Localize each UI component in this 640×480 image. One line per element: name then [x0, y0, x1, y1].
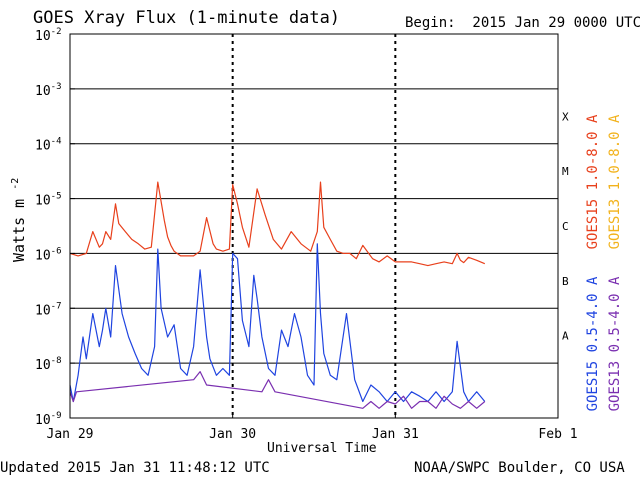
- y-tick-label: 10-8: [35, 356, 62, 373]
- x-axis-label: Universal Time: [267, 441, 377, 456]
- legend-entry: GOES15 0.5-4.0 A: [585, 276, 601, 411]
- y-tick-label: 10-6: [35, 246, 62, 263]
- plot-frame: [69, 33, 559, 419]
- credit-text: NOAA/SWPC Boulder, CO USA: [414, 460, 625, 476]
- x-tick-label: Jan 31: [372, 427, 419, 442]
- series-layer: [69, 181, 486, 409]
- legend-entry: GOES15 1.0-8.0 A: [585, 114, 601, 249]
- y-axis-label: Watts m -2: [10, 178, 28, 262]
- flare-class-label: C: [562, 220, 569, 233]
- y-tick-label: 10-7: [35, 301, 62, 318]
- series-line: [69, 243, 486, 403]
- y-tick-label: 10-2: [35, 27, 62, 44]
- x-tick-label: Feb 1: [538, 427, 577, 442]
- x-tick-label: Jan 30: [209, 427, 256, 442]
- y-tick-label: 10-9: [35, 411, 62, 428]
- x-tick-label: Jan 29: [47, 427, 94, 442]
- flare-class-label: M: [562, 165, 569, 178]
- updated-timestamp: Updated 2015 Jan 31 11:48:12 UTC: [0, 460, 270, 476]
- y-tick-label: 10-3: [35, 82, 62, 99]
- series-line: [69, 181, 486, 267]
- chart-title: GOES Xray Flux (1-minute data): [33, 8, 341, 28]
- y-tick-label: 10-5: [35, 192, 62, 209]
- begin-date: Begin: 2015 Jan 29 0000 UTC: [405, 15, 640, 31]
- y-tick-label: 10-4: [35, 137, 62, 154]
- series-line: [69, 371, 486, 409]
- flare-class-label: X: [562, 110, 569, 123]
- legend-entry: GOES13 1.0-8.0 A: [607, 114, 623, 249]
- flare-class-label: B: [562, 275, 569, 288]
- legend-entry: GOES13 0.5-4.0 A: [607, 276, 623, 411]
- flare-class-label: A: [562, 330, 569, 343]
